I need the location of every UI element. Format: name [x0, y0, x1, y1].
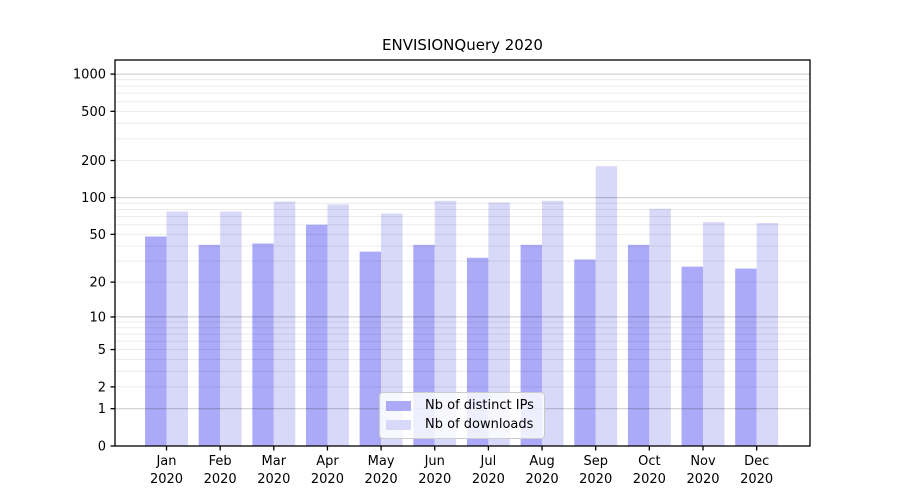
chart-title: ENVISIONQuery 2020: [382, 36, 543, 54]
y-tick-label: 20: [89, 276, 106, 291]
bar-nb-of-distinct-ips-oct: [627, 244, 650, 446]
x-tick-label-month: Dec: [744, 454, 769, 469]
x-tick-label-month: Feb: [209, 454, 232, 469]
x-tick-label-month: Sep: [583, 454, 608, 469]
y-tick-label: 10: [89, 310, 106, 325]
x-tick-label-year: 2020: [257, 472, 290, 487]
legend-swatch-distinct-ips: [386, 400, 411, 411]
x-tick-label-month: Apr: [316, 454, 339, 469]
bar-nb-of-downloads-apr: [327, 204, 349, 446]
x-tick-label-month: Aug: [529, 454, 554, 469]
legend-swatch-downloads: [386, 419, 411, 430]
x-tick-label-year: 2020: [526, 472, 559, 487]
y-tick-label: 0: [98, 440, 106, 455]
x-tick-label-year: 2020: [365, 472, 398, 487]
bar-nb-of-distinct-ips-dec: [735, 268, 757, 446]
bar-nb-of-downloads-oct: [649, 208, 671, 446]
bar-nb-of-downloads-jul: [488, 202, 510, 446]
y-tick-label: 100: [81, 191, 106, 206]
bar-nb-of-downloads-aug: [542, 200, 564, 446]
x-tick-label-month: Jul: [480, 454, 497, 469]
bar-nb-of-downloads-sep: [595, 166, 618, 447]
bar-nb-of-distinct-ips-sep: [574, 259, 596, 446]
legend-label: Nb of downloads: [425, 417, 534, 432]
x-tick-label-year: 2020: [150, 472, 183, 487]
bar-nb-of-downloads-jan: [166, 211, 188, 446]
x-tick-label-month: Oct: [638, 454, 660, 469]
bar-nb-of-distinct-ips-nov: [681, 266, 703, 446]
legend-item-downloads: Nb of downloads: [386, 417, 534, 432]
bar-nb-of-downloads-may: [381, 213, 403, 446]
x-tick-label-month: Mar: [262, 454, 287, 469]
x-tick-label-year: 2020: [633, 472, 666, 487]
plot-border: [114, 59, 811, 447]
bar-nb-of-downloads-dec: [756, 222, 779, 446]
bar-nb-of-downloads-jun: [434, 200, 457, 446]
legend-label: Nb of distinct IPs: [425, 398, 534, 413]
bar-nb-of-downloads-feb: [220, 211, 242, 446]
legend-item-distinct-ips: Nb of distinct IPs: [386, 398, 534, 413]
x-tick-label-year: 2020: [579, 472, 612, 487]
y-tick-label: 50: [89, 228, 106, 243]
bar-nb-of-distinct-ips-may: [359, 251, 382, 446]
bar-nb-of-distinct-ips-jan: [145, 236, 167, 446]
bar-nb-of-downloads-nov: [703, 222, 725, 446]
y-tick-label: 1: [98, 402, 106, 417]
x-tick-label-month: Nov: [690, 454, 716, 469]
bar-nb-of-distinct-ips-mar: [252, 243, 274, 446]
y-tick-label: 200: [81, 154, 106, 169]
y-tick-label: 2: [98, 380, 106, 395]
x-tick-label-year: 2020: [740, 472, 773, 487]
x-tick-label-month: May: [368, 454, 395, 469]
x-tick-label-year: 2020: [418, 472, 451, 487]
x-tick-label-month: Jan: [155, 454, 176, 469]
bar-nb-of-downloads-mar: [273, 201, 296, 446]
x-tick-label-year: 2020: [686, 472, 719, 487]
x-tick-label-year: 2020: [204, 472, 237, 487]
y-tick-label: 5: [98, 343, 106, 358]
x-tick-label-year: 2020: [472, 472, 505, 487]
legend: Nb of distinct IPs Nb of downloads: [379, 392, 545, 439]
y-tick-label: 1000: [73, 68, 106, 83]
bar-nb-of-distinct-ips-apr: [306, 224, 328, 446]
bar-nb-of-distinct-ips-feb: [198, 244, 221, 446]
y-tick-label: 500: [81, 105, 106, 120]
x-tick-label-month: Jun: [424, 454, 445, 469]
x-tick-label-year: 2020: [311, 472, 344, 487]
